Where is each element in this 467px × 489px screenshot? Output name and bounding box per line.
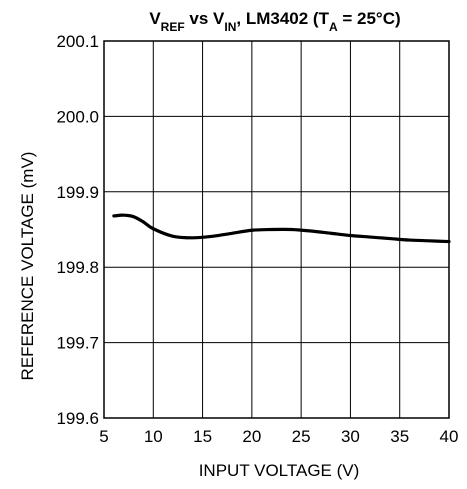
x-tick-label: 30 (341, 427, 360, 446)
data-series (112, 213, 451, 244)
title-subscript: REF (161, 20, 185, 34)
y-tick-label: 200.0 (56, 107, 99, 126)
plot-frame (103, 40, 450, 419)
y-tick-label: 199.8 (56, 258, 99, 277)
y-axis-label: REFERENCE VOLTAGE (mV) (18, 152, 37, 381)
x-tick-label: 10 (144, 427, 163, 446)
x-tick-label: 5 (99, 427, 108, 446)
x-tick-label: 40 (440, 427, 459, 446)
x-tick-label: 25 (292, 427, 311, 446)
title-text: , LM3402 (T (236, 9, 329, 28)
x-tick-label: 20 (242, 427, 261, 446)
title-subscript: IN (224, 20, 236, 34)
x-tick-labels: 5 10 15 20 25 30 35 40 (99, 427, 458, 446)
y-tick-label: 199.9 (56, 183, 99, 202)
x-axis-label: INPUT VOLTAGE (V) (199, 461, 360, 480)
y-tick-label: 199.6 (56, 409, 99, 428)
x-tick-label: 35 (390, 427, 409, 446)
series-line (112, 213, 451, 244)
title-text: = 25°C) (338, 9, 401, 28)
y-tick-label: 200.1 (56, 32, 99, 51)
plot-area (103, 40, 450, 419)
title-subscript: A (329, 20, 338, 34)
x-tick-label: 15 (193, 427, 212, 446)
chart-title: VREF vs VIN, LM3402 (TA = 25°C) (149, 9, 400, 34)
title-text: V (149, 9, 161, 28)
title-text: vs V (185, 9, 225, 28)
y-tick-label: 199.7 (56, 334, 99, 353)
y-tick-labels: 199.6 199.7 199.8 199.9 200.0 200.1 (56, 32, 99, 428)
